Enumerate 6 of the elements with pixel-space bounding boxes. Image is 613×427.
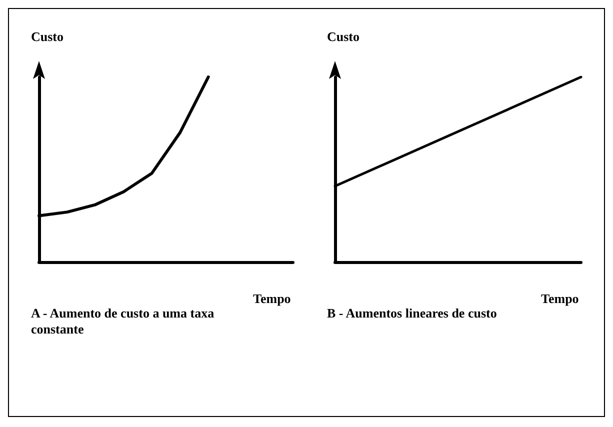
text: A - Aumento de custo a uma taxa constante [31, 306, 218, 336]
x-axis-title: Tempo [253, 291, 291, 306]
x-axis-title: Tempo [541, 291, 579, 306]
y-axis-title: Custo [327, 29, 360, 44]
y-axis-title: Custo [31, 29, 64, 44]
text: B - Aumentos lineares de custo [327, 306, 497, 320]
